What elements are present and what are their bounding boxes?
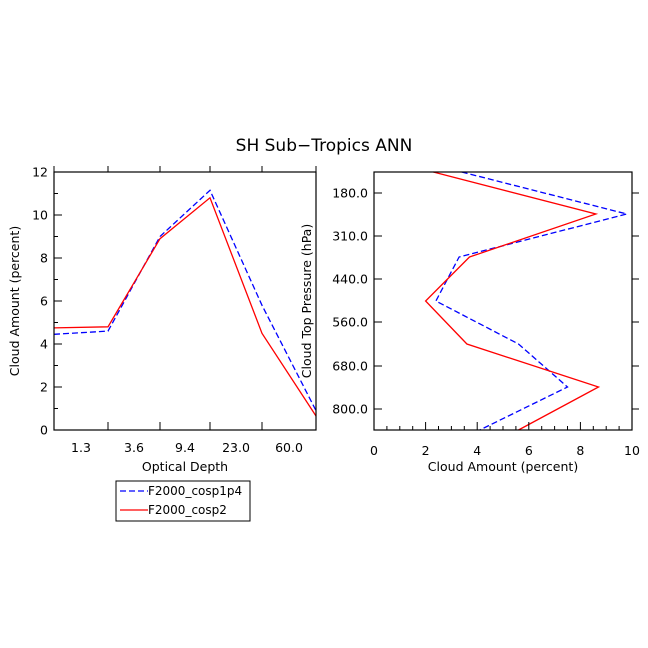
right-y-tick-label: 800.0 xyxy=(332,402,368,417)
right-series-lines xyxy=(424,171,627,431)
left-x-axis-label: Optical Depth xyxy=(142,459,228,474)
right-plot-frame xyxy=(373,171,633,431)
left-chart: 0 2 4 6 8 10 12 1.3 3.6 9.4 23.0 60.0 Optical Depth… xyxy=(7,165,317,474)
left-x-tick-label: 9.4 xyxy=(175,440,195,455)
right-chart: 0 2 4 6 8 10 180.0 310.0 440.0 560.0 680.0 800.0 Cl… xyxy=(299,171,640,474)
left-y-tick-label: 12 xyxy=(32,165,48,180)
right-series-f2000-cosp2 xyxy=(424,171,601,431)
left-y-tick-label: 4 xyxy=(40,337,48,352)
legend-label-f2000-cosp1p4: F2000_cosp1p4 xyxy=(148,484,242,498)
left-ticks: 0 2 4 6 8 10 12 1.3 3.6 9.4 23.0 60.0 xyxy=(32,165,317,455)
right-x-tick-label: 2 xyxy=(422,443,430,458)
right-y-tick-label: 180.0 xyxy=(332,186,368,201)
right-x-tick-label: 10 xyxy=(624,443,640,458)
left-y-axis-label: Cloud Amount (percent) xyxy=(7,226,22,376)
legend: F2000_cosp1p4 F2000_cosp2 xyxy=(115,480,251,522)
left-x-tick-label: 3.6 xyxy=(124,440,144,455)
left-y-tick-label: 8 xyxy=(40,251,48,266)
right-y-tick-label: 560.0 xyxy=(332,315,368,330)
right-x-tick-label: 8 xyxy=(576,443,584,458)
legend-label-f2000-cosp2: F2000_cosp2 xyxy=(148,503,227,517)
left-series-f2000-cosp2 xyxy=(53,196,317,417)
right-y-tick-label: 310.0 xyxy=(332,229,368,244)
right-y-tick-label: 440.0 xyxy=(332,272,368,287)
right-x-tick-label: 6 xyxy=(525,443,533,458)
left-y-tick-label: 6 xyxy=(40,294,48,309)
left-x-tick-label: 60.0 xyxy=(275,440,303,455)
left-x-tick-label: 1.3 xyxy=(71,440,91,455)
right-x-tick-label: 0 xyxy=(370,443,378,458)
right-y-axis-label: Cloud Top Pressure (hPa) xyxy=(299,224,314,378)
figure-title: SH Sub−Tropics ANN xyxy=(236,136,413,156)
left-series-lines xyxy=(53,189,317,417)
left-y-tick-label: 10 xyxy=(32,208,48,223)
right-y-tick-label: 680.0 xyxy=(332,359,368,374)
right-x-axis-label: Cloud Amount (percent) xyxy=(428,459,578,474)
right-series-f2000-cosp1p4 xyxy=(435,171,627,431)
left-plot-frame xyxy=(53,171,317,431)
right-x-tick-label: 4 xyxy=(473,443,481,458)
left-x-tick-label: 23.0 xyxy=(222,440,250,455)
left-y-tick-label: 2 xyxy=(40,380,48,395)
left-series-f2000-cosp1p4 xyxy=(53,189,317,411)
left-y-tick-label: 0 xyxy=(40,423,48,438)
legend-box xyxy=(115,480,251,522)
right-ticks: 0 2 4 6 8 10 180.0 310.0 440.0 560.0 680.0 800.0 xyxy=(332,186,640,459)
